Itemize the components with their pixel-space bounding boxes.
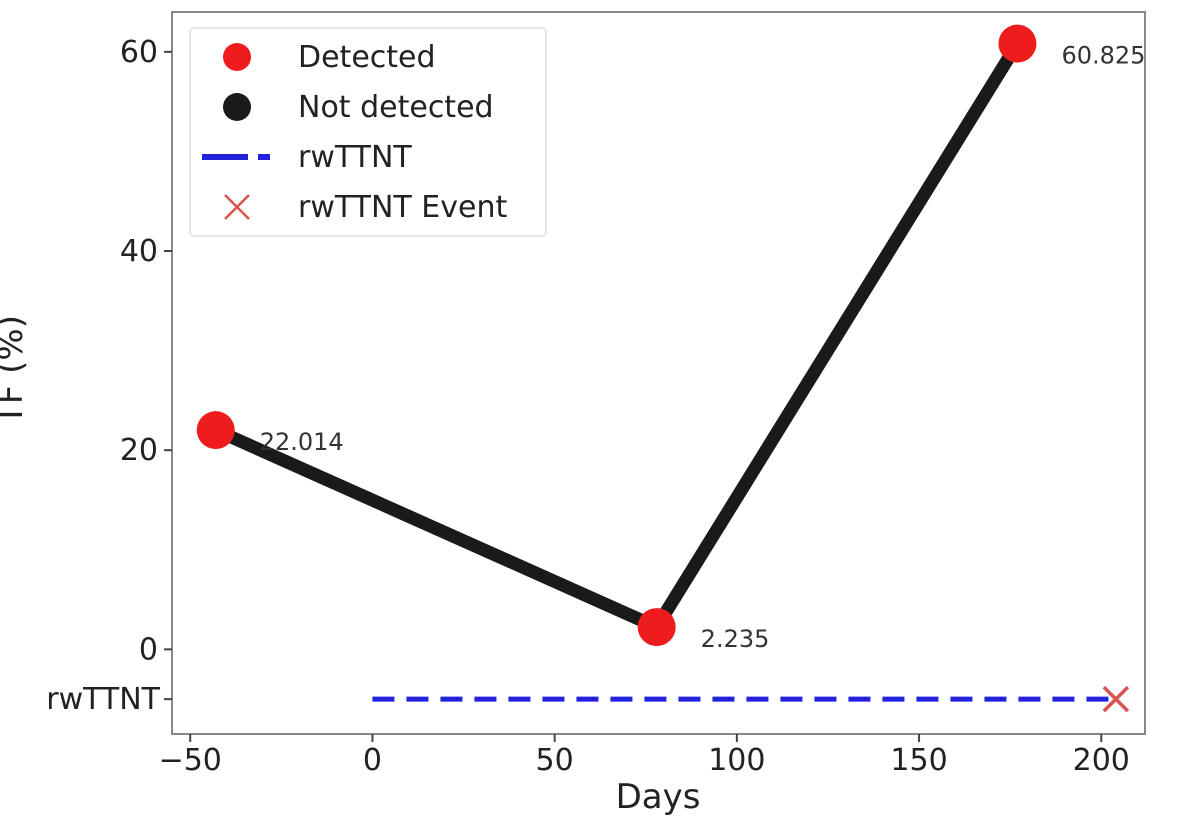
legend-marker-x — [224, 194, 250, 220]
legend-marker-dot — [223, 93, 251, 121]
y-tick-label: 60 — [120, 35, 158, 70]
legend-box — [189, 27, 547, 237]
y-axis-title: TF (%) — [0, 315, 31, 426]
event-x-stroke — [1102, 685, 1130, 713]
y-tick-label: 40 — [120, 234, 158, 269]
tf-point-marker — [196, 411, 235, 450]
tf-point-label: 22.014 — [260, 428, 344, 456]
plot-frame — [171, 11, 1146, 735]
x-tick-label: 150 — [890, 743, 947, 778]
tf-point-marker — [637, 608, 676, 647]
legend: Detected Not detected rwTTNT rwTTNT Event — [189, 27, 547, 237]
x-tick-label: −50 — [159, 743, 222, 778]
legend-label: rwTTNT Event — [298, 190, 507, 225]
legend-label: Not detected — [298, 90, 494, 125]
x-axis-title: Days — [616, 777, 701, 817]
x-axis-ticks: −50 0 50 100 150 200 — [159, 734, 1130, 778]
legend-marker-dot — [223, 43, 251, 71]
x-tick-label: 0 — [363, 743, 382, 778]
y-axis-ticks: 0 20 40 60 rwTTNT — [46, 35, 172, 717]
x-tick-label: 100 — [708, 743, 765, 778]
legend-label: Detected — [298, 40, 436, 75]
legend-label: rwTTNT — [298, 140, 412, 175]
series-layer — [196, 24, 1130, 713]
tf-point-label: 2.235 — [701, 625, 770, 653]
tf-point-marker — [998, 24, 1037, 63]
y-tick-label-rwttnt: rwTTNT — [46, 682, 160, 717]
x-tick-label: 200 — [1073, 743, 1130, 778]
y-tick-label: 0 — [139, 632, 158, 667]
y-tick-label: 20 — [120, 433, 158, 468]
tf-point-label: 60.825 — [1061, 42, 1145, 70]
rwttnt-event-marker — [1102, 685, 1130, 713]
x-tick-label: 50 — [536, 743, 574, 778]
data-labels: 22.014 2.235 60.825 — [260, 42, 1146, 653]
